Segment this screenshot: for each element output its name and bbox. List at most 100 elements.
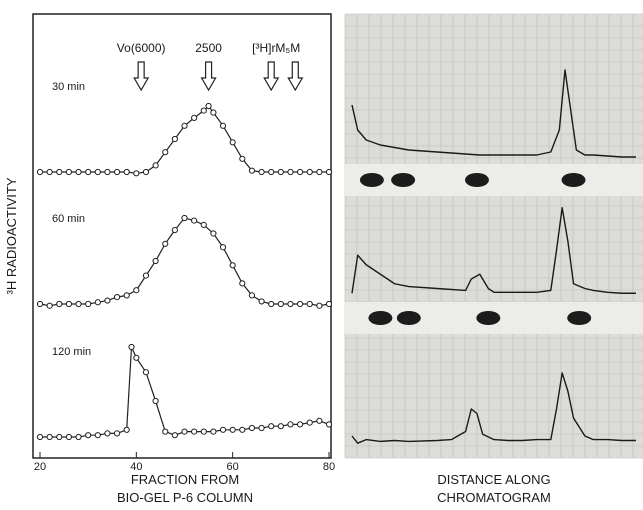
- chromatogram-spot: [359, 173, 384, 187]
- data-point: [113, 294, 121, 301]
- chromatogram-panel: [344, 13, 643, 459]
- data-point: [287, 300, 294, 308]
- data-point: [210, 230, 217, 237]
- right-x-axis-label-line2: CHROMATOGRAM: [437, 490, 551, 505]
- data-point: [142, 272, 150, 279]
- data-point: [104, 168, 111, 176]
- data-point: [200, 107, 207, 114]
- data-point: [248, 292, 256, 299]
- data-point: [229, 426, 236, 433]
- x-tick-label: 80: [323, 461, 335, 473]
- data-point: [36, 300, 44, 308]
- data-point: [219, 244, 227, 251]
- data-point: [205, 102, 212, 110]
- data-point: [200, 428, 207, 435]
- data-point: [268, 423, 275, 430]
- data-point: [56, 300, 63, 308]
- data-point: [75, 300, 82, 308]
- data-point: [306, 419, 313, 426]
- chromatogram-spot: [464, 173, 489, 187]
- data-point: [277, 300, 284, 308]
- data-point: [229, 139, 236, 146]
- data-point: [104, 297, 111, 304]
- data-point: [162, 428, 169, 435]
- data-point: [239, 426, 246, 433]
- data-point: [277, 423, 284, 430]
- data-point: [325, 168, 333, 176]
- data-point: [171, 432, 178, 439]
- series-label: 120 min: [52, 346, 91, 358]
- data-point: [258, 298, 265, 305]
- marker-label: 2500: [195, 41, 222, 55]
- data-point: [181, 428, 188, 435]
- data-point: [210, 428, 217, 435]
- data-point: [325, 300, 333, 308]
- data-point: [65, 433, 73, 441]
- data-point: [123, 426, 130, 433]
- down-arrow-icon: [287, 61, 304, 92]
- data-point: [268, 300, 275, 308]
- data-point: [133, 287, 140, 294]
- data-point: [94, 299, 101, 306]
- series-60-min: 60 min: [36, 213, 333, 309]
- data-point: [162, 240, 169, 247]
- chromatogram-spot: [561, 173, 586, 187]
- data-point: [181, 214, 188, 222]
- data-point: [219, 122, 227, 129]
- data-point: [56, 168, 63, 176]
- data-point: [297, 168, 304, 176]
- data-point: [94, 168, 101, 176]
- data-point: [128, 343, 135, 351]
- chromatogram-trace: [351, 207, 636, 294]
- data-point: [46, 168, 53, 176]
- y-axis-label: ³H RADIOACTIVITY: [4, 177, 19, 294]
- data-point: [316, 417, 323, 424]
- chromatogram-spot: [368, 311, 393, 325]
- data-point: [316, 302, 323, 309]
- marker-label: Vo(6000): [117, 41, 166, 55]
- chromatogram-spot: [567, 311, 592, 325]
- data-point: [277, 168, 284, 176]
- x-tick-label: 60: [227, 461, 239, 473]
- data-point: [85, 300, 92, 308]
- x-tick-label: 40: [130, 461, 142, 473]
- data-point: [152, 397, 159, 405]
- data-point: [104, 430, 111, 437]
- down-arrow-icon: [263, 61, 280, 92]
- left-plot-frame: [32, 13, 332, 459]
- data-point: [239, 280, 246, 287]
- data-point: [85, 168, 92, 176]
- down-arrow-icon: [133, 61, 150, 92]
- marker-label: [³H]rM₅: [252, 41, 290, 55]
- data-point: [316, 168, 323, 176]
- data-point: [133, 170, 140, 177]
- data-point: [210, 109, 217, 116]
- chromatogram-background: [345, 14, 643, 458]
- data-point: [113, 168, 121, 176]
- data-point: [171, 226, 178, 234]
- data-point: [325, 421, 333, 428]
- data-point: [229, 262, 236, 269]
- data-point: [46, 433, 53, 441]
- elution-profiles-panel: 20 40 60 80 Vo(6000) 2500 [³H]rM₅ M 30 min 60 m…: [32, 13, 335, 473]
- data-point: [191, 217, 198, 224]
- data-point: [65, 168, 73, 176]
- data-point: [94, 432, 101, 439]
- data-point: [152, 162, 159, 169]
- left-x-axis-label-line2: BIO-GEL P-6 COLUMN: [117, 490, 253, 505]
- data-point: [75, 168, 82, 176]
- chromatogram-trace: [351, 69, 636, 158]
- x-tick-label: 20: [34, 461, 46, 473]
- data-point: [75, 433, 82, 441]
- series-30-min: 30 min: [36, 81, 333, 177]
- chromatogram-strip: [345, 164, 643, 196]
- chromatogram-spot: [396, 311, 421, 325]
- data-point: [162, 149, 169, 156]
- data-point: [36, 433, 44, 441]
- data-point: [152, 257, 159, 265]
- data-point: [239, 155, 246, 162]
- left-x-axis-label-line1: FRACTION FROM: [131, 472, 239, 487]
- chromatogram-trace: [351, 372, 636, 444]
- data-point: [123, 292, 130, 299]
